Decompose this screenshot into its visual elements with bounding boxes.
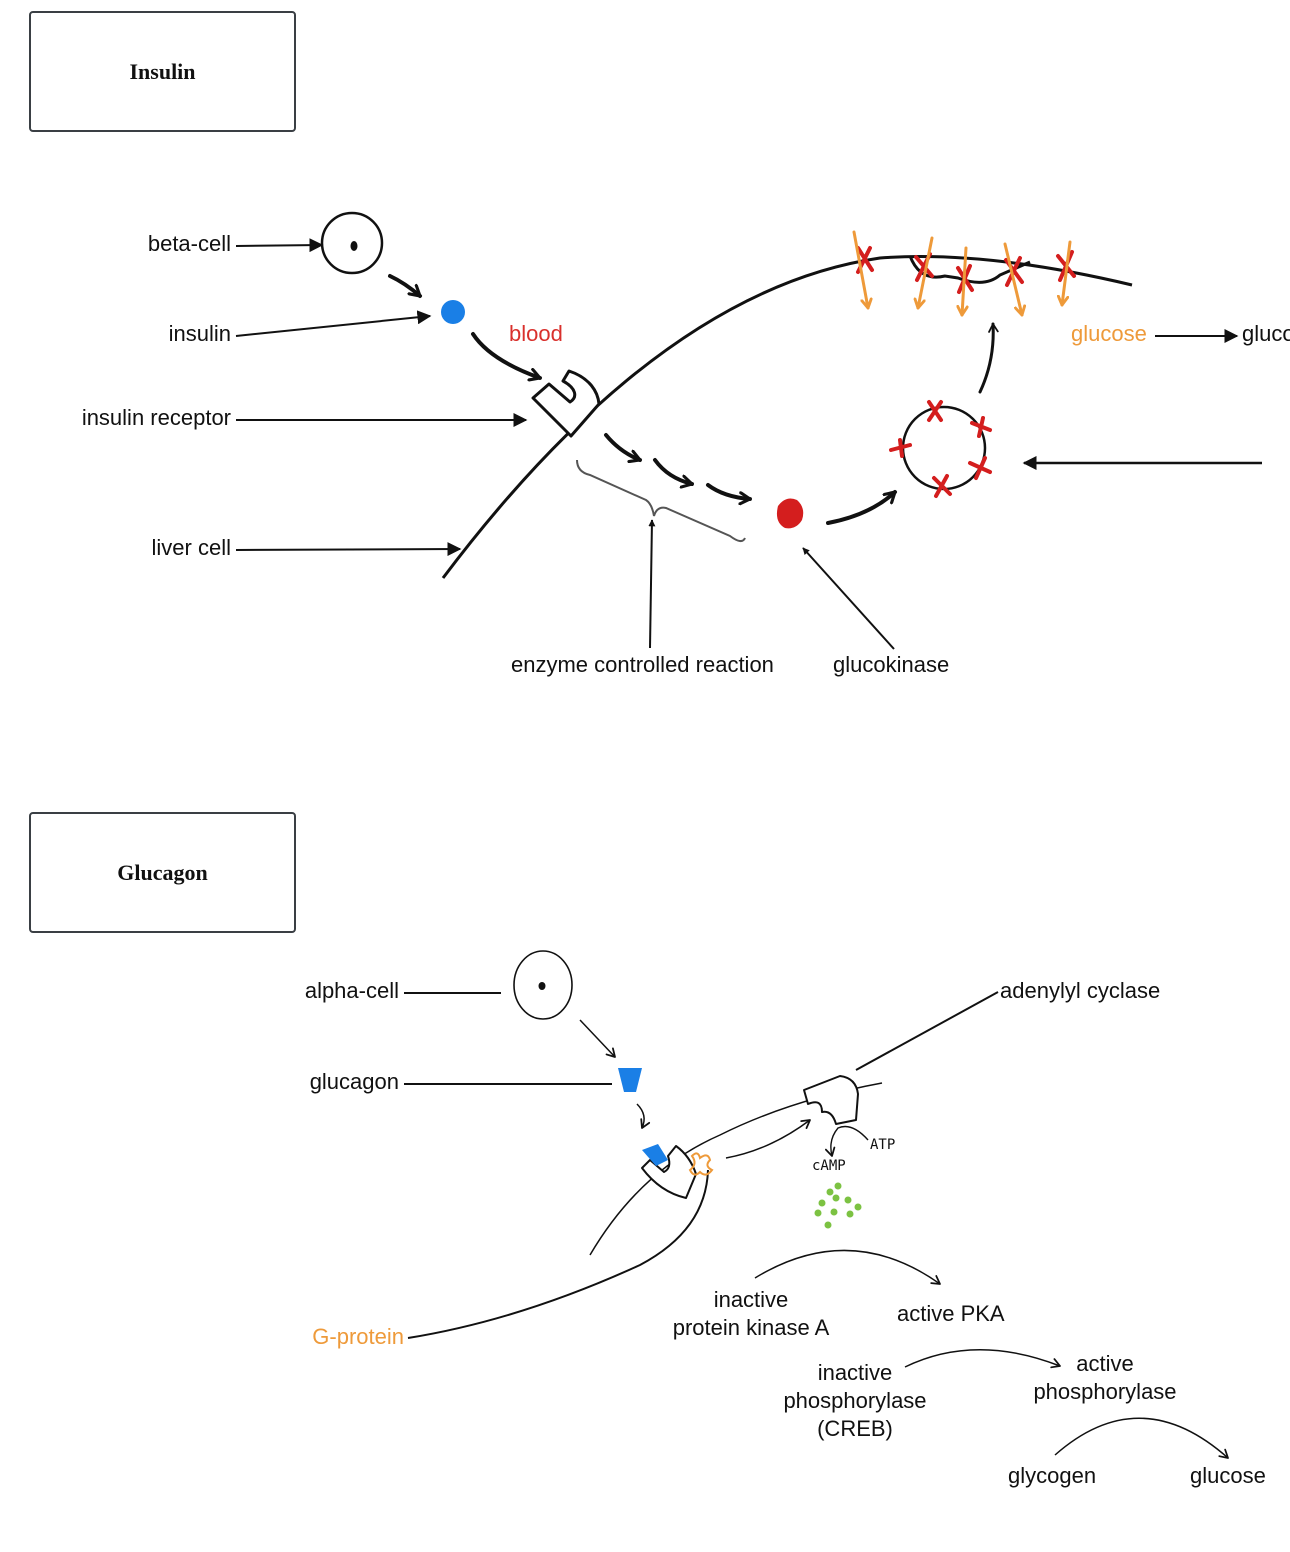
reaction-arrow-2 xyxy=(653,458,694,484)
glut-transporters xyxy=(852,230,1076,317)
bound-glucagon xyxy=(642,1144,668,1166)
reaction-arrow-1 xyxy=(604,433,642,460)
inactive-pka-label: inactive protein kinase A xyxy=(672,1287,830,1340)
alpha-cell-label: alpha-cell xyxy=(304,978,399,1003)
glycogen-breakdown-arrow xyxy=(1054,1417,1229,1459)
enzyme-controlled-reaction-label: enzyme controlled reaction xyxy=(511,652,774,677)
insulin-diagram xyxy=(235,211,1262,650)
blood-label: blood xyxy=(509,321,563,346)
enzyme-label-arrow xyxy=(648,519,656,649)
g-protein-membrane-line xyxy=(407,1169,709,1339)
glycogen-label: glycogen xyxy=(1008,1463,1097,1488)
camp-molecules xyxy=(814,1182,862,1229)
insulin-title-box: Insulin xyxy=(29,11,296,132)
camp-label: cAMP xyxy=(812,1158,846,1174)
glut-vesicle xyxy=(889,400,992,498)
alpha-cell-shape xyxy=(513,950,573,1020)
exocytosis-arrow xyxy=(978,322,999,394)
binding-arrow xyxy=(471,332,542,378)
reaction-arrow-3 xyxy=(706,483,752,499)
glucokinase-label: glucokinase xyxy=(833,652,950,677)
active-pka-label: active PKA xyxy=(897,1301,1005,1326)
glucagon-label: glucagon xyxy=(309,1069,399,1094)
glucose-label-insulin: glucose xyxy=(1071,321,1147,346)
beta-cell-label: beta-cell xyxy=(147,231,231,256)
pka-activation-arrow xyxy=(754,1249,941,1285)
glucokinase-label-arrow xyxy=(802,547,895,650)
glucagon-title: Glucagon xyxy=(117,859,208,885)
g-protein-shape xyxy=(688,1152,714,1176)
insulin-receptor-label: insulin receptor xyxy=(81,405,231,430)
activation-arrow-glucagon xyxy=(725,1119,811,1159)
atp-label: ATP xyxy=(870,1137,896,1153)
beta-cell-pointer xyxy=(235,238,324,253)
liver-cell-label: liver cell xyxy=(151,535,231,560)
glucagon-diagram xyxy=(404,950,1229,1459)
glucagon-title-box: Glucagon xyxy=(29,812,296,933)
activation-arrow xyxy=(826,490,897,525)
secretion-arrow-glucagon xyxy=(579,1019,616,1058)
glucagon-receptor-shape xyxy=(641,1145,697,1199)
phosphorylase-activation-arrow xyxy=(904,1349,1061,1369)
glucokinase-shape xyxy=(776,498,804,529)
glucose-cut-label: gluco xyxy=(1242,321,1290,346)
glucose-label-glucagon: glucose xyxy=(1190,1463,1266,1488)
liver-cell-pointer xyxy=(235,542,462,557)
inactive-phosphorylase-label: inactive phosphorylase (CREB) xyxy=(783,1360,927,1441)
insulin-molecule xyxy=(441,300,465,324)
adenylyl-cyclase-shape xyxy=(803,1075,859,1125)
beta-cell-shape xyxy=(320,211,384,275)
insulin-label: insulin xyxy=(168,321,231,346)
adenylyl-cyclase-pointer xyxy=(855,991,999,1071)
adenylyl-cyclase-label: adenylyl cyclase xyxy=(1000,978,1161,1003)
insulin-receptor-shape xyxy=(531,369,601,438)
active-phosphorylase-label: active phosphorylase xyxy=(1033,1351,1177,1404)
g-protein-label: G-protein xyxy=(312,1324,404,1349)
secretion-arrow xyxy=(388,274,422,298)
insulin-pointer xyxy=(235,310,432,337)
liver-cell-membrane xyxy=(441,255,1133,579)
binding-arrow-glucagon xyxy=(636,1103,651,1129)
insulin-title: Insulin xyxy=(129,58,196,84)
glucagon-molecule xyxy=(618,1068,642,1092)
reaction-brace xyxy=(576,459,746,542)
atp-to-camp-arrow xyxy=(824,1125,869,1157)
